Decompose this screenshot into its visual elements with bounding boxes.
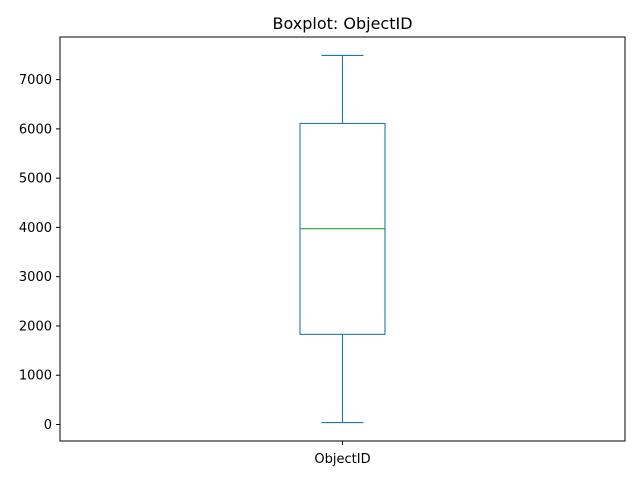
y-tick-label: 1000	[19, 369, 52, 384]
chart-title: Boxplot: ObjectID	[272, 14, 412, 33]
y-tick-label: 5000	[19, 172, 52, 187]
y-tick-label: 3000	[19, 270, 52, 285]
y-tick-label: 6000	[19, 122, 52, 137]
x-tick-label: ObjectID	[314, 452, 370, 467]
plot-marks: 0 1000 2000 3000 4000 5000 6000 7000 ObjectID	[19, 54, 386, 467]
y-tick-label: 4000	[19, 221, 52, 236]
y-tick-label: 2000	[19, 319, 52, 334]
y-tick-label: 7000	[19, 73, 52, 88]
plot-area-frame	[59, 36, 626, 442]
y-tick-label: 0	[44, 418, 52, 433]
